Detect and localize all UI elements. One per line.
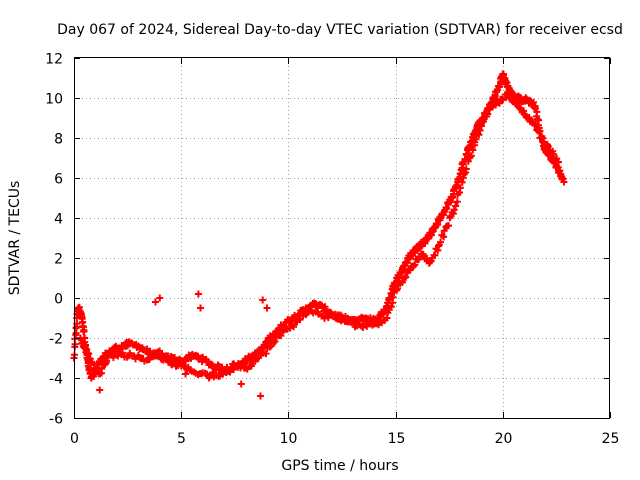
data-point: [426, 258, 434, 266]
data-point: [259, 296, 267, 304]
data-point: [531, 122, 539, 129]
data-point: [237, 380, 245, 388]
data-point: [459, 160, 467, 168]
data-point: [103, 357, 110, 365]
data-point: [80, 327, 88, 335]
data-point: [209, 369, 217, 376]
data-point: [385, 295, 393, 303]
grid: [74, 58, 610, 418]
data-point: [247, 362, 255, 370]
data-point: [152, 298, 159, 306]
data-point: [277, 332, 285, 340]
x-tick-label: 10: [280, 431, 298, 447]
y-tick-labels: -6 -4 -2 0 2 4 6 8 10 12: [45, 52, 63, 428]
data-points: [70, 70, 568, 400]
x-tick-label: 5: [177, 431, 186, 447]
y-tick-label: -6: [49, 412, 63, 428]
y-tick-label: 8: [54, 132, 63, 148]
data-point: [532, 104, 539, 112]
data-point: [484, 110, 492, 118]
data-point: [440, 233, 448, 241]
data-point: [453, 198, 461, 206]
data-point: [462, 150, 470, 158]
data-point: [445, 222, 453, 230]
data-point: [533, 115, 541, 123]
data-point: [402, 273, 410, 281]
x-tick-labels: 0 5 10 15 20 25: [70, 431, 619, 447]
data-point: [539, 134, 547, 142]
y-tick-label: 6: [54, 172, 63, 188]
x-tick-label: 15: [388, 431, 406, 447]
x-tick-label: 20: [495, 431, 513, 447]
data-point: [475, 131, 483, 139]
data-point: [98, 365, 106, 373]
data-point: [290, 323, 298, 331]
y-tick-label: -4: [49, 372, 63, 388]
data-point: [440, 227, 448, 235]
x-tick-label: 0: [70, 431, 79, 447]
data-point: [263, 304, 271, 312]
data-point: [419, 250, 427, 258]
data-point: [296, 316, 304, 324]
data-point: [398, 278, 406, 286]
x-axis-label: GPS time / hours: [281, 458, 398, 474]
plot-frame: [74, 57, 610, 419]
y-tick-label: 12: [45, 52, 63, 68]
ticks: [74, 58, 611, 419]
data-point: [479, 118, 487, 126]
data-point: [396, 270, 404, 278]
data-point: [227, 364, 235, 372]
data-point: [257, 392, 264, 400]
data-point: [271, 338, 279, 346]
data-point: [462, 165, 470, 173]
data-point: [464, 157, 472, 165]
data-point: [431, 251, 439, 259]
y-tick-label: 10: [45, 92, 63, 108]
data-point: [467, 152, 475, 160]
y-tick-label: 0: [54, 292, 63, 308]
y-axis-label: SDTVAR / TECUs: [7, 181, 23, 296]
data-point: [81, 344, 89, 352]
data-point: [472, 135, 480, 143]
x-tick-label: 25: [602, 431, 620, 447]
data-point: [387, 303, 395, 311]
data-point: [452, 202, 460, 210]
data-point: [450, 206, 458, 214]
data-point: [205, 374, 213, 382]
data-point: [560, 178, 568, 186]
data-point: [406, 266, 414, 274]
data-point: [555, 158, 562, 166]
data-point: [158, 351, 166, 359]
data-point: [109, 354, 117, 361]
data-point: [466, 153, 474, 161]
data-point: [118, 349, 126, 357]
data-point: [194, 290, 202, 298]
data-point: [469, 146, 477, 154]
data-point: [254, 354, 262, 362]
data-point: [476, 127, 484, 134]
data-point: [394, 284, 402, 292]
data-point: [96, 386, 104, 394]
data-point: [535, 127, 543, 135]
data-point: [456, 184, 464, 192]
data-point: [182, 370, 189, 378]
data-point: [411, 261, 419, 269]
data-point: [262, 350, 270, 358]
data-point: [442, 204, 450, 212]
data-point: [437, 238, 444, 246]
y-tick-label: 4: [54, 212, 63, 228]
y-tick-label: 2: [54, 252, 63, 268]
data-point: [197, 304, 204, 312]
y-tick-label: -2: [49, 332, 63, 348]
data-point: [156, 294, 164, 302]
chart-title: Day 067 of 2024, Sidereal Day-to-day VTE…: [57, 22, 623, 38]
